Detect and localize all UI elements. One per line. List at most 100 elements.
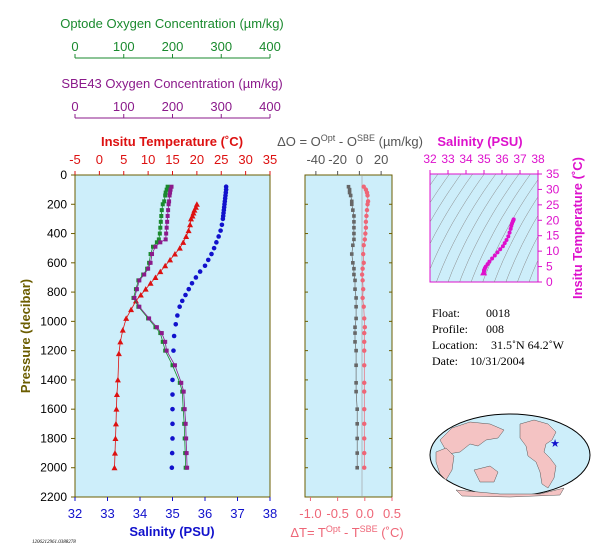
temperature-point [111,464,118,471]
delta-t-tick-label: 0.0 [356,506,374,521]
sbe-oxygen-point [167,193,172,198]
temperature-point [183,233,190,239]
ts-salinity-tick-label: 38 [531,152,545,166]
optode-oxygen-point [170,363,175,368]
salinity-tick-label: 36 [198,506,212,521]
delta-o-units: (µm/kg) [375,134,423,149]
sbe-oxygen-point [167,199,172,204]
footer-id: 1206212961.0388278 [32,540,76,545]
delta-oxygen-point [346,184,351,189]
sbe-oxygen-point [163,237,168,242]
salinity-point [209,251,214,257]
temperature-point [157,268,164,275]
pressure-tick-label: 800 [47,285,67,299]
sbe-oxygen-point [172,363,177,368]
delta-oxygen-point [348,193,353,198]
sbe-oxygen-point [153,244,158,249]
salinity-axis-label: Salinity (PSU) [129,524,214,539]
optode-axis-label: Optode Oxygen Concentration (µm/kg) [60,16,284,31]
optode-oxygen-point [151,244,155,249]
pressure-tick-label: 0 [60,168,67,182]
ts-profile-point [508,226,513,231]
ts-profile-point [511,217,516,222]
sbe-oxygen-point [182,407,187,412]
delta-oxygen-point [354,389,358,394]
temperature-point [123,315,130,321]
ts-temperature-tick-label: 5 [546,260,553,274]
delta-temperature-point [361,243,366,248]
float-info: Float: 0018 Profile: 008 Location: 31.5˚… [432,306,565,368]
temperature-point [176,245,183,251]
pressure-tick-label: 2000 [40,461,67,475]
delta-temperature-point [360,295,365,301]
delta-oxygen-point [353,278,357,283]
delta-oxygen-point [347,190,352,195]
optode-oxygen-point [154,240,159,245]
salinity-point [218,228,223,233]
pressure-tick-label: 1600 [40,402,67,416]
ts-isopycnal-line [430,174,450,204]
delta-t-sup1: Opt [326,524,341,534]
delta-oxygen-line [348,186,358,468]
delta-oxygen-point [354,363,358,368]
delta-o-axis-label: ΔO = OOpt - OSBE (µm/kg) [277,133,423,149]
temperature-point [152,274,159,280]
ts-isopycnal-line [430,174,473,245]
ts-salinity-tick-label: 35 [477,152,491,166]
pressure-tick-label: 400 [47,227,67,241]
salinity-tick-label: 37 [230,506,244,521]
sbe-oxygen-point [181,389,186,394]
salinity-point [170,377,175,383]
optode-oxygen-point [164,187,169,192]
delta-oxygen-point [355,407,359,411]
ts-salinity-tick-label: 32 [423,152,437,166]
delta-oxygen-point [347,187,352,192]
sbe-oxygen-point [150,252,155,257]
delta-temperature-point [360,286,366,292]
delta-temperature-point [362,450,367,456]
ts-plot-area [429,173,539,283]
sbe-oxygen-point [183,421,188,426]
salinity-point [171,333,177,339]
temperature-point [167,256,174,263]
delta-t-mid: - T [340,525,359,540]
sbe-oxygen-point [184,451,189,456]
salinity-point [169,450,175,456]
delta-oxygen-point [349,199,354,204]
delta-t-units: (˚C) [378,525,404,540]
temperature-tick-label: 35 [263,152,277,167]
map-ocean [429,413,591,497]
sbe-axis: SBE43 Oxygen Concentration (µm/kg) 0 100 2… [61,76,283,119]
sbe-oxygen-point [164,225,169,230]
salinity-tick-label: 34 [133,506,147,521]
salinity-point [170,406,175,412]
delta-temperature-line [361,186,369,468]
ts-isopycnal-line [505,215,538,282]
temperature-tick-label: 10 [141,152,155,167]
salinity-point [171,348,176,353]
delta-oxygen-point [352,225,356,230]
pressure-tick-label: 1000 [40,314,67,328]
delta-o-mid: - O [335,134,357,149]
optode-oxygen-point [160,339,165,344]
optode-oxygen-point [163,190,168,195]
salinity-point [183,292,188,298]
delta-t-tick-label: 0.5 [383,506,401,521]
sbe-oxygen-point [158,240,163,245]
salinity-point [170,392,175,397]
sbe-oxygen-point [168,187,173,192]
salinity-tick-label: 35 [165,506,179,521]
temperature-point [119,327,126,333]
delta-o-tick-label: 20 [374,152,388,167]
delta-temperature-point [362,380,367,386]
delta-temperature-point [362,389,367,394]
delta-oxygen-point [349,202,354,207]
map-land-eurasia [439,421,505,455]
sbe-tick-label: 200 [162,99,184,114]
ts-temperature-axis-label: Insitu Temperature (˚C) [570,157,585,299]
delta-oxygen-point [349,252,354,256]
sbe-oxygen-point [134,287,139,292]
optode-tick-label: 100 [113,39,135,54]
salinity-point [170,421,175,427]
delta-temperature-point [361,304,366,309]
